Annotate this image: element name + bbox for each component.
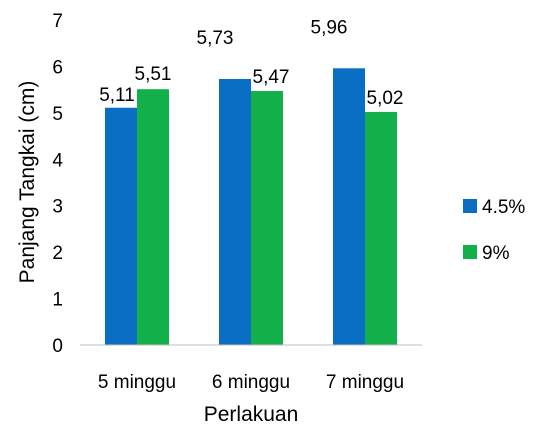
bar — [365, 111, 397, 345]
data-label: 5,51 — [135, 64, 172, 85]
y-tick-label: 7 — [52, 11, 63, 32]
legend: 4.5% 9% — [463, 197, 525, 264]
legend-swatch — [463, 245, 477, 259]
bar — [105, 107, 137, 345]
y-tick-label: 5 — [52, 104, 63, 125]
x-category-label: 5 minggu — [98, 372, 176, 393]
data-label: 5,73 — [197, 28, 234, 49]
x-category-label: 6 minggu — [212, 372, 290, 393]
x-axis-title: Perlakuan — [204, 403, 299, 426]
data-label: 5,02 — [367, 88, 404, 109]
legend-label: 4.5% — [482, 197, 525, 218]
data-label: 5,96 — [311, 17, 348, 38]
y-tick-label: 4 — [52, 150, 63, 171]
y-tick-label: 3 — [52, 197, 63, 218]
x-axis-categories: 5 minggu 6 minggu 7 minggu — [98, 372, 404, 393]
data-labels: 5,11 5,73 5,96 5,51 5,47 5,02 — [99, 17, 403, 109]
bar — [137, 89, 169, 345]
y-axis-title: Panjang Tangkai (cm) — [16, 81, 39, 284]
data-label: 5,11 — [99, 85, 135, 106]
bars — [105, 68, 397, 346]
y-tick-label: 6 — [52, 57, 63, 78]
y-axis-ticks: 0 1 2 3 4 5 6 7 — [52, 11, 63, 357]
bar — [219, 78, 251, 345]
legend-swatch — [463, 199, 477, 213]
bar — [251, 91, 283, 346]
x-category-label: 7 minggu — [326, 372, 404, 393]
y-tick-label: 2 — [52, 243, 63, 264]
data-label: 5,47 — [253, 67, 290, 88]
legend-label: 9% — [482, 243, 510, 264]
bar — [333, 68, 365, 346]
y-tick-label: 0 — [52, 336, 63, 357]
y-tick-label: 1 — [52, 290, 63, 311]
